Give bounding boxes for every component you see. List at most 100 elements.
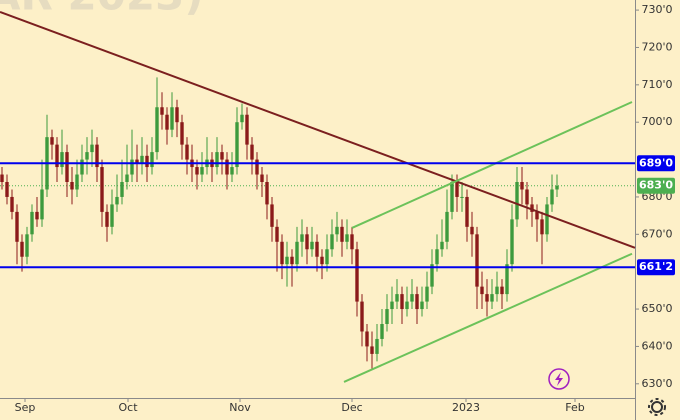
candle-body bbox=[520, 181, 524, 190]
candle-body bbox=[85, 152, 89, 160]
candle-body bbox=[145, 155, 149, 168]
candle-body bbox=[490, 294, 494, 302]
candle-body bbox=[370, 346, 374, 354]
candle-body bbox=[0, 174, 4, 182]
candle-body bbox=[220, 152, 224, 160]
candle-body bbox=[325, 249, 329, 265]
candle-body bbox=[245, 114, 249, 145]
candle-body bbox=[525, 189, 529, 205]
candle-body bbox=[345, 234, 349, 242]
candle-body bbox=[95, 144, 99, 168]
candle-body bbox=[275, 226, 279, 242]
candle-body bbox=[280, 241, 284, 265]
gear-teeth bbox=[648, 398, 666, 416]
candle-body bbox=[255, 159, 259, 175]
candle-body bbox=[330, 234, 334, 250]
candle-body bbox=[410, 294, 414, 302]
candle-body bbox=[380, 324, 384, 339]
candle-body bbox=[480, 286, 484, 295]
candle-body bbox=[160, 107, 164, 115]
candle-body bbox=[510, 219, 514, 265]
candle-body bbox=[30, 211, 34, 235]
candle-body bbox=[150, 152, 154, 168]
x-tick-label: Oct bbox=[118, 401, 138, 414]
candle-body bbox=[395, 294, 399, 302]
candle-body bbox=[110, 204, 114, 227]
candle-body bbox=[445, 211, 449, 242]
candle-body bbox=[75, 174, 79, 190]
candle-body bbox=[10, 196, 14, 212]
candle-body bbox=[230, 167, 234, 175]
candle-body bbox=[295, 241, 299, 265]
candle-body bbox=[60, 152, 64, 168]
settings-icon[interactable] bbox=[648, 398, 666, 416]
candle-body bbox=[305, 234, 309, 250]
trend-line bbox=[0, 11, 636, 249]
candle-body bbox=[310, 241, 314, 250]
candle-body bbox=[485, 294, 489, 302]
candle-body bbox=[375, 338, 379, 354]
candle-body bbox=[360, 301, 364, 332]
alert-bolt bbox=[555, 372, 563, 386]
candle-body bbox=[260, 174, 264, 182]
candle-body bbox=[440, 241, 444, 250]
candle-body bbox=[155, 107, 159, 153]
candle-body bbox=[320, 256, 324, 265]
candle-body bbox=[405, 301, 409, 310]
candle-body bbox=[455, 181, 459, 197]
candle-body bbox=[180, 122, 184, 145]
y-tick-label: 650'0 bbox=[641, 302, 672, 315]
candle-body bbox=[40, 189, 44, 220]
candle-body bbox=[505, 264, 509, 295]
candle-body bbox=[120, 181, 124, 197]
candle-body bbox=[135, 159, 139, 164]
candle-body bbox=[25, 234, 29, 257]
candle-body bbox=[115, 196, 119, 205]
candle-body bbox=[250, 144, 254, 160]
candle-body bbox=[335, 226, 339, 235]
candle-body bbox=[165, 114, 169, 130]
candle-body bbox=[315, 241, 319, 257]
candle-body bbox=[215, 152, 219, 168]
y-tick-label: 710'0 bbox=[641, 78, 672, 91]
candle-body bbox=[50, 137, 54, 145]
candle-body bbox=[170, 107, 174, 130]
candle-body bbox=[500, 286, 504, 295]
candle-body bbox=[265, 181, 269, 205]
candle-body bbox=[90, 144, 94, 153]
y-tick-label: 720'0 bbox=[641, 40, 672, 53]
last-price-label: 683'0 bbox=[639, 179, 673, 192]
x-tick-label: Dec bbox=[341, 401, 362, 414]
candle-body bbox=[515, 181, 519, 220]
alert-icon[interactable] bbox=[548, 368, 570, 390]
candle-body bbox=[15, 211, 19, 242]
candle-body bbox=[240, 114, 244, 123]
candle-body bbox=[140, 155, 144, 164]
y-tick-label: 700'0 bbox=[641, 115, 672, 128]
candle-body bbox=[290, 256, 294, 265]
candle-body bbox=[495, 286, 499, 295]
candle-body bbox=[270, 204, 274, 227]
candle-body bbox=[390, 301, 394, 310]
candle-body bbox=[130, 159, 134, 175]
candle-body bbox=[300, 234, 304, 242]
trend-line bbox=[351, 101, 633, 229]
candle-body bbox=[65, 152, 69, 182]
candle-body bbox=[350, 234, 354, 250]
candle-body bbox=[70, 181, 74, 190]
level-label: 661'2 bbox=[639, 260, 673, 273]
candle-body bbox=[365, 331, 369, 347]
candle-body bbox=[540, 219, 544, 235]
candle-body bbox=[550, 189, 554, 205]
candle-body bbox=[225, 159, 229, 175]
candle-body bbox=[475, 234, 479, 287]
candle-body bbox=[355, 249, 359, 302]
candle-body bbox=[425, 286, 429, 302]
y-tick-label: 640'0 bbox=[641, 339, 672, 352]
candle-body bbox=[450, 181, 454, 212]
candle-body bbox=[470, 226, 474, 235]
candle-body bbox=[20, 241, 24, 257]
candle-body bbox=[80, 159, 84, 175]
candle-body bbox=[125, 174, 129, 182]
